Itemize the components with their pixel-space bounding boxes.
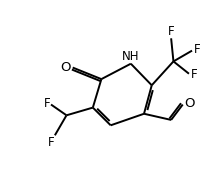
Text: O: O	[60, 61, 70, 74]
Text: O: O	[184, 97, 195, 110]
Text: F: F	[48, 136, 54, 149]
Text: F: F	[194, 43, 200, 56]
Text: F: F	[44, 97, 50, 110]
Text: NH: NH	[122, 50, 140, 63]
Text: F: F	[168, 25, 174, 38]
Text: F: F	[190, 68, 197, 81]
